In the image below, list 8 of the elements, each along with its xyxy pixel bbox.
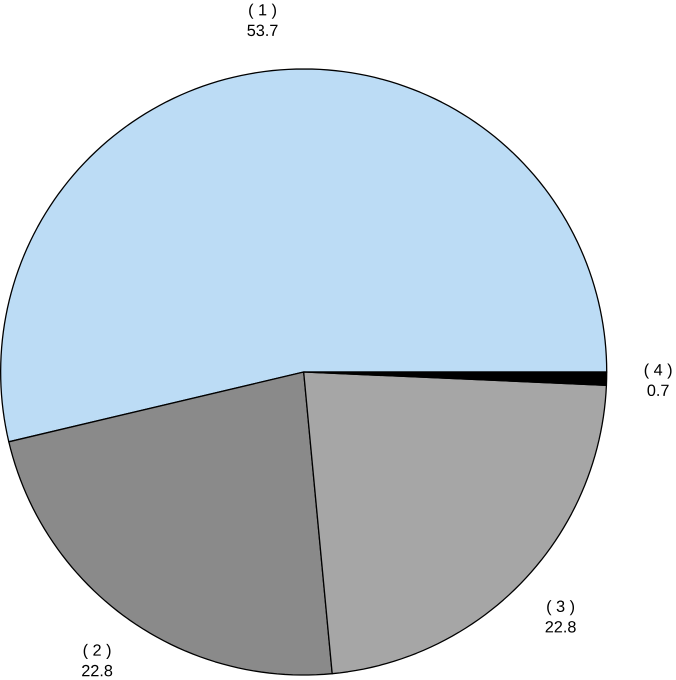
slice-label: ( 1 ): [249, 4, 276, 19]
slice-label: ( 4 ): [644, 364, 672, 379]
data-label: 22.8: [546, 621, 576, 633]
data-label: 53.7: [247, 24, 278, 36]
slice-label: ( 3 ): [547, 600, 574, 616]
data-label: 0.7: [647, 384, 669, 396]
data-label: 22.8: [82, 664, 112, 676]
slice-label: ( 2 ): [84, 644, 110, 660]
